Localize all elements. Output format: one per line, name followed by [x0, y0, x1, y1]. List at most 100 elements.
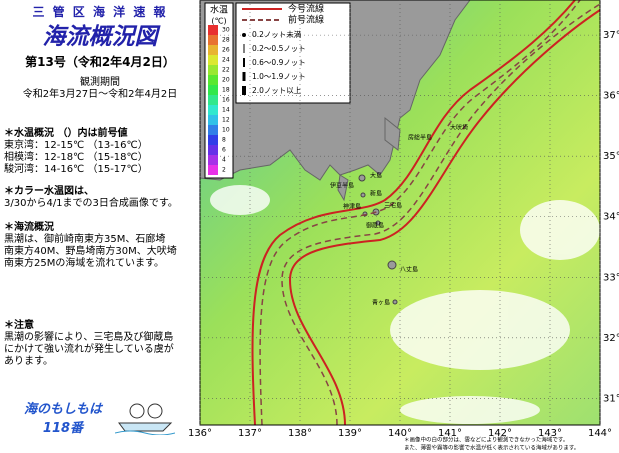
- colorbar-swatch: [208, 145, 218, 155]
- colorbar-tick: 20: [222, 77, 230, 84]
- colorbar-swatch: [208, 65, 218, 75]
- section-line: 南東方25Mの海域を流れています。: [4, 258, 165, 269]
- legend-label: 今号流線: [288, 3, 324, 15]
- colorbar-swatch: [208, 85, 218, 95]
- speed-label: 0.2ノット未満: [252, 29, 302, 39]
- x-tick-label: 142°: [488, 428, 512, 439]
- y-tick-label: 31°: [603, 393, 619, 404]
- badge-line: 118番: [42, 421, 84, 436]
- colorbar-tick: 30: [222, 27, 230, 34]
- y-tick-label: 32°: [603, 333, 619, 344]
- place-label: 青ヶ島: [372, 299, 390, 307]
- colorbar-swatch: [208, 35, 218, 45]
- colorbar-tick: 12: [222, 117, 230, 124]
- place-label: 大吠埼: [450, 124, 468, 132]
- land: [337, 174, 349, 202]
- period: 令和2年3月27日～令和2年4月2日: [22, 89, 178, 100]
- colorbar-tick: 24: [222, 57, 230, 64]
- colorbar-swatch: [208, 155, 218, 165]
- issue: 第13号（令和2年4月2日）: [25, 55, 175, 69]
- current-line: [251, 0, 576, 426]
- section-line: 相模湾：12-18℃ （15-18℃）: [4, 152, 148, 163]
- colorbar-tick: 2: [222, 167, 226, 174]
- boat-icon: [115, 403, 175, 435]
- section-line: 黒潮の影響により、三宅島及び御蔵島: [4, 332, 174, 343]
- place-label: 八丈島: [400, 266, 418, 274]
- y-tick-label: 37°: [603, 30, 619, 41]
- x-tick-label: 136°: [188, 428, 212, 439]
- x-tick-label: 139°: [338, 428, 362, 439]
- section-line: 駿河湾：14-16℃ （15-17℃）: [4, 164, 148, 175]
- colorbar-tick: 8: [222, 137, 226, 144]
- current-line: [288, 9, 601, 426]
- speed-label: 0.6～0.9ノット: [252, 58, 306, 67]
- place-label: 御蔵島: [366, 222, 384, 230]
- colorbar-tick: 10: [222, 127, 230, 134]
- colorbar-unit: (℃): [211, 17, 226, 26]
- section-heading: ＊注意: [4, 320, 34, 331]
- colorbar-tick: 22: [222, 67, 230, 74]
- speed-label: 0.2～0.5ノット: [252, 44, 306, 53]
- colorbar-swatch: [208, 165, 218, 175]
- y-tick-label: 34°: [603, 212, 619, 223]
- colorbar-tick: 28: [222, 37, 230, 44]
- y-tick-label: 33°: [603, 272, 619, 283]
- x-tick-label: 140°: [388, 428, 412, 439]
- speed-label: 1.0～1.9ノット: [252, 72, 306, 81]
- colorbar-swatch: [208, 45, 218, 55]
- place-label: 新島: [370, 190, 382, 198]
- place-label: 伊豆半島: [330, 182, 354, 190]
- footnote: ＊画像中の白の部分は、雲などにより観測できなかった海域です。: [404, 436, 568, 444]
- x-tick-label: 143°: [538, 428, 562, 439]
- section-line: あります。: [4, 356, 53, 367]
- section-line: 黒潮は、御前崎南東方35M、石廊埼: [4, 234, 166, 245]
- colorbar-tick: 14: [222, 107, 230, 114]
- place-label: 大島: [370, 172, 382, 180]
- info-panel: 三 管 区 海 洋 速 報 海流概況図 第13号（令和2年4月2日） 観測期間 …: [0, 0, 200, 453]
- colorbar-swatch: [208, 75, 218, 85]
- y-tick-label: 35°: [603, 151, 619, 162]
- colorbar-swatch: [208, 105, 218, 115]
- x-tick-label: 138°: [288, 428, 312, 439]
- badge-line: 海のもしもは: [23, 402, 102, 417]
- legend-label: 前号流線: [288, 14, 324, 26]
- legend-box: [235, 2, 351, 104]
- colorbar-swatch: [208, 135, 218, 145]
- colorbar-tick: 26: [222, 47, 230, 54]
- colorbar-title: 水温: [210, 4, 228, 16]
- colorbar-swatch: [208, 115, 218, 125]
- office: 三 管 区 海 洋 速 報: [32, 5, 168, 19]
- colorbar-swatch: [208, 25, 218, 35]
- section-line: 東京湾：12-15℃ （13-16℃）: [4, 140, 148, 151]
- x-tick-label: 144°: [588, 428, 612, 439]
- speed-label: 2.0ノット以上: [252, 86, 302, 95]
- colorbar-swatch: [208, 95, 218, 105]
- place-label: 神津島: [343, 203, 361, 211]
- section-heading: ＊海流概況: [4, 222, 54, 233]
- section-heading: ＊水温概況 （）内は前号値: [4, 128, 128, 139]
- colorbar-tick: 6: [222, 147, 226, 154]
- section-line: にかけて強い流れが発生している虞が: [4, 344, 174, 355]
- colorbar-tick: 16: [222, 97, 230, 104]
- colorbar-tick: 18: [222, 87, 230, 94]
- y-tick-label: 36°: [603, 91, 619, 102]
- footnote: また、薄雲や霧等の影響で水温が低く表示されている海域があります。: [404, 444, 579, 452]
- section-line: 南東方40M、野島埼南方30M、大吠埼: [4, 246, 177, 257]
- x-tick-label: 137°: [238, 428, 262, 439]
- title: 海流概況図: [42, 24, 158, 50]
- badge: 海のもしもは 118番: [8, 398, 118, 436]
- section-line: 3/30から4/1までの3日合成画像です。: [4, 198, 178, 209]
- colorbar-swatch: [208, 55, 218, 65]
- land: [384, 116, 401, 151]
- clouds: [210, 185, 600, 424]
- x-tick-label: 141°: [438, 428, 462, 439]
- section-heading: ＊カラー水温図は、: [4, 186, 94, 197]
- period-label: 観測期間: [80, 77, 120, 88]
- colorbar-tick: 4: [222, 157, 226, 164]
- place-label: 房総半島: [408, 134, 432, 142]
- place-label: 三宅島: [384, 202, 402, 210]
- colorbar-swatch: [208, 125, 218, 135]
- speed-symbol: [242, 33, 246, 37]
